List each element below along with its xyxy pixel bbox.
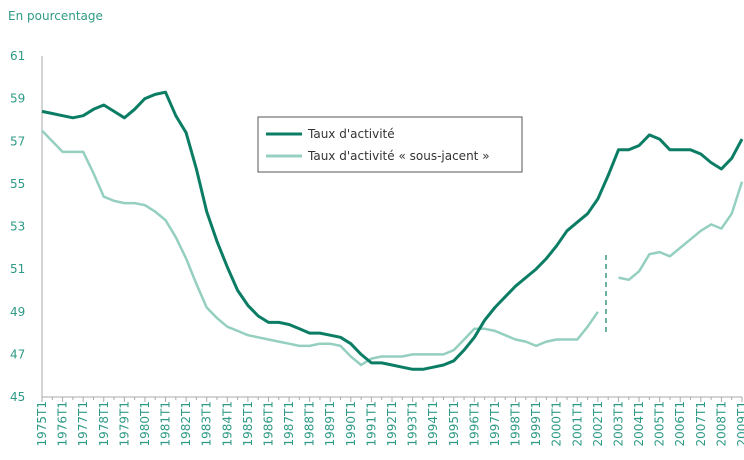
- x-tick-label: 1979T1: [117, 401, 131, 447]
- x-tick-label: 1997T1: [488, 401, 502, 447]
- y-tick-label: 61: [10, 49, 25, 63]
- x-tick-label: 1992T1: [385, 401, 399, 447]
- x-tick-label: 1989T1: [323, 401, 337, 447]
- y-tick-label: 59: [10, 92, 25, 106]
- x-tick-label: 2006T1: [673, 401, 687, 447]
- y-tick-label: 53: [10, 220, 25, 234]
- y-tick-label: 47: [10, 347, 25, 361]
- x-tick-label: 2001T1: [570, 401, 584, 447]
- x-tick-label: 1999T1: [529, 401, 543, 447]
- legend-box: [257, 116, 523, 173]
- x-tick-label: 1991T1: [364, 401, 378, 447]
- series-line: [618, 181, 744, 282]
- chart-title: En pourcentage: [8, 9, 103, 23]
- x-tick-label: 1998T1: [509, 401, 523, 447]
- x-tick-label: 1993T1: [406, 401, 420, 447]
- x-tick-label: 1986T1: [261, 401, 275, 447]
- x-tick-label: 1984T1: [220, 401, 234, 447]
- x-tick-label: 2007T1: [694, 401, 708, 447]
- series-line: [41, 90, 744, 371]
- x-tick-label: 1994T1: [426, 401, 440, 447]
- y-tick-label: 49: [10, 305, 25, 319]
- y-tick-label: 57: [10, 134, 25, 148]
- x-tick-label: 2000T1: [550, 401, 564, 447]
- x-tick-label: 2008T1: [714, 401, 728, 447]
- y-tick-label: 45: [10, 390, 25, 404]
- x-tick-label: 1978T1: [97, 401, 111, 447]
- x-tick-label: 2009T1: [735, 401, 744, 447]
- x-tick-label: 2003T1: [611, 401, 625, 447]
- x-tick-label: 1988T1: [303, 401, 317, 447]
- x-tick-label: 2004T1: [632, 401, 646, 447]
- x-tick-label: 1985T1: [241, 401, 255, 447]
- legend-label: Taux d'activité « sous-jacent »: [307, 149, 490, 163]
- series-line: [41, 129, 599, 367]
- legend-label: Taux d'activité: [307, 127, 395, 141]
- x-tick-label: 1975T1: [35, 401, 49, 447]
- x-tick-label: 2005T1: [653, 401, 667, 447]
- x-tick-label: 1982T1: [179, 401, 193, 447]
- x-tick-label: 1996T1: [467, 401, 481, 447]
- y-tick-label: 55: [10, 177, 25, 191]
- x-tick-label: 1977T1: [76, 401, 90, 447]
- x-tick-label: 1980T1: [138, 401, 152, 447]
- x-tick-label: 1995T1: [447, 401, 461, 447]
- x-tick-label: 1976T1: [56, 401, 70, 447]
- x-tick-label: 2002T1: [591, 401, 605, 447]
- x-tick-label: 1987T1: [282, 401, 296, 447]
- y-tick-label: 51: [10, 262, 25, 276]
- x-tick-label: 1981T1: [159, 401, 173, 447]
- x-tick-label: 1990T1: [344, 401, 358, 447]
- legend: Taux d'activité Taux d'activité « sous-ja…: [257, 116, 523, 173]
- x-tick-label: 1983T1: [200, 401, 214, 447]
